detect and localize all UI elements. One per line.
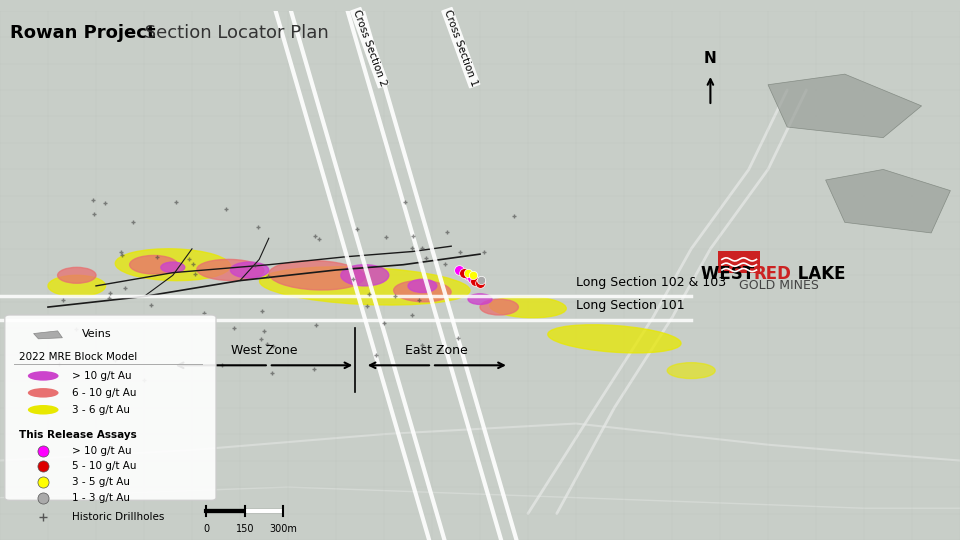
Text: Long Section 102 & 103: Long Section 102 & 103 [576,275,726,288]
Ellipse shape [58,267,96,284]
Polygon shape [768,74,922,138]
Text: RED: RED [754,265,791,284]
Text: 3 - 6 g/t Au: 3 - 6 g/t Au [72,405,130,415]
Text: N: N [704,51,717,66]
Text: East Zone: East Zone [405,345,468,357]
Text: 0: 0 [204,524,209,534]
Text: This Release Assays: This Release Assays [19,430,137,440]
Ellipse shape [28,405,59,415]
Text: WEST: WEST [701,265,759,284]
Ellipse shape [408,279,437,293]
Text: 2022 MRE Block Model: 2022 MRE Block Model [19,353,137,362]
Ellipse shape [160,262,184,273]
Text: > 10 g/t Au: > 10 g/t Au [72,446,132,456]
Ellipse shape [548,325,681,353]
Polygon shape [826,170,950,233]
Ellipse shape [115,249,230,281]
Ellipse shape [28,388,59,397]
Text: 1 - 3 g/t Au: 1 - 3 g/t Au [72,493,130,503]
Ellipse shape [394,281,451,302]
Ellipse shape [490,296,566,318]
Text: Historic Drillholes: Historic Drillholes [72,512,164,522]
Ellipse shape [667,363,715,379]
Text: > 10 g/t Au: > 10 g/t Au [72,371,132,381]
Ellipse shape [341,265,389,286]
Ellipse shape [259,267,470,305]
Ellipse shape [468,294,492,305]
Ellipse shape [230,262,269,278]
FancyBboxPatch shape [5,315,216,500]
Text: 6 - 10 g/t Au: 6 - 10 g/t Au [72,388,136,398]
Text: Rowan Project: Rowan Project [10,24,156,42]
Ellipse shape [28,371,59,381]
Text: LAKE: LAKE [792,265,846,284]
Ellipse shape [269,261,365,290]
Ellipse shape [480,299,518,315]
Text: Veins: Veins [82,328,111,339]
Text: 300m: 300m [269,524,298,534]
Ellipse shape [130,255,178,274]
FancyBboxPatch shape [718,252,760,273]
Text: GOLD MINES: GOLD MINES [739,279,819,292]
Ellipse shape [197,259,264,281]
Text: Cross Section 1: Cross Section 1 [443,8,479,87]
Text: 150: 150 [235,524,254,534]
Text: West Zone: West Zone [230,345,298,357]
Text: Section Locator Plan: Section Locator Plan [139,24,329,42]
Text: 3 - 5 g/t Au: 3 - 5 g/t Au [72,477,130,487]
Text: 5 - 10 g/t Au: 5 - 10 g/t Au [72,461,136,471]
Ellipse shape [48,275,106,296]
Text: Long Section 101: Long Section 101 [576,299,684,312]
Text: Cross Section 2: Cross Section 2 [351,8,388,87]
Polygon shape [34,331,62,339]
